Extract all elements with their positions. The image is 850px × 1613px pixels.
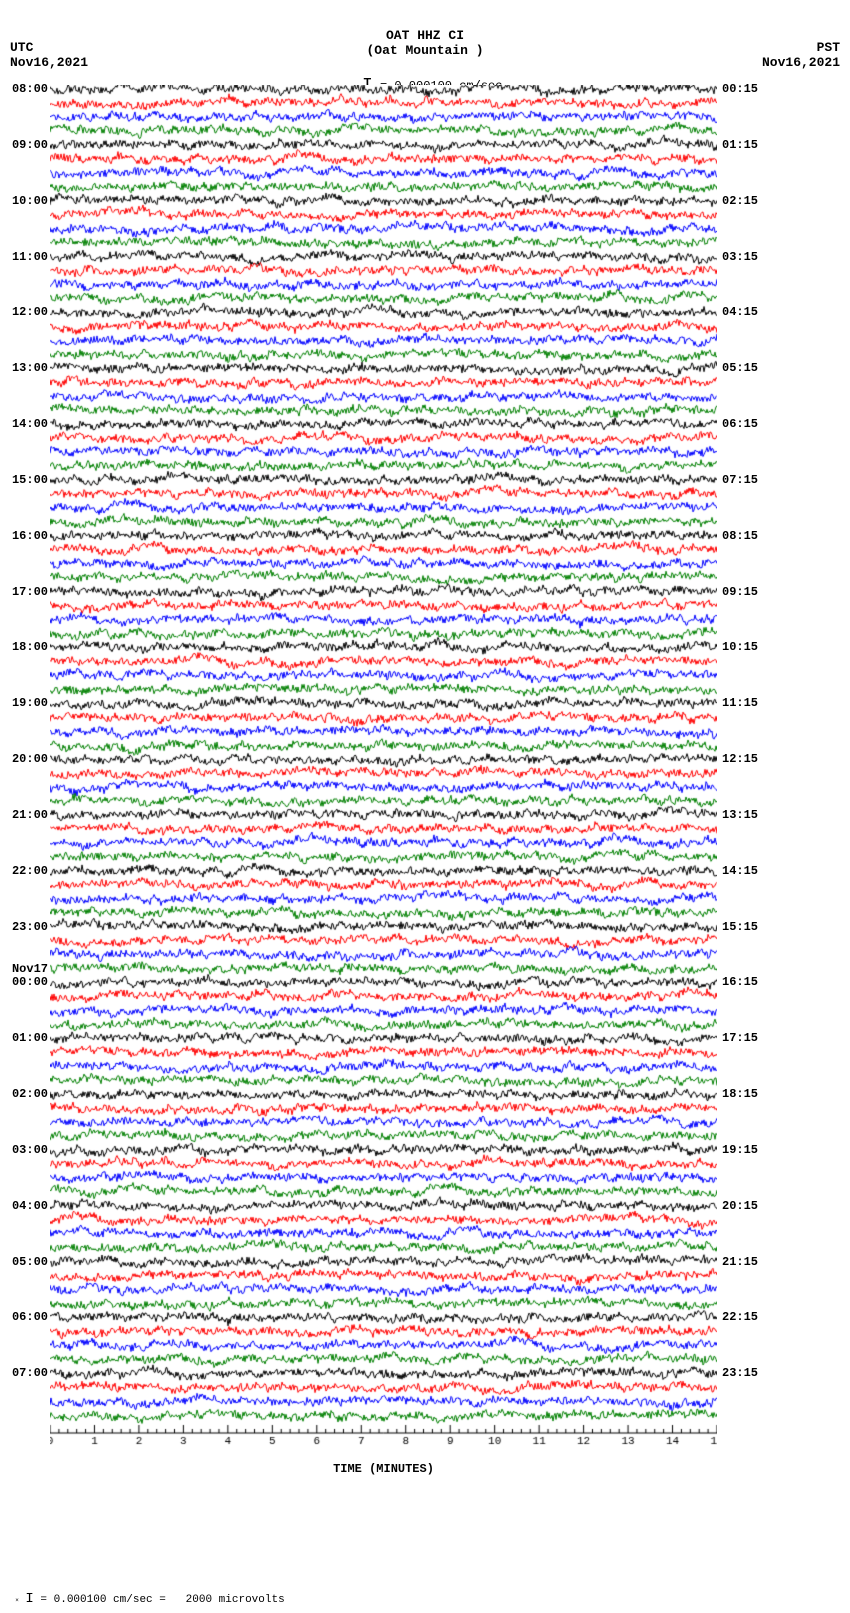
utc-hour-label: 23:00	[2, 920, 48, 934]
utc-hour-label: 11:00	[2, 250, 48, 264]
utc-hour-label: 20:00	[2, 752, 48, 766]
utc-hour-label: 01:00	[2, 1031, 48, 1045]
utc-hour-label: 15:00	[2, 473, 48, 487]
utc-hour-label: 13:00	[2, 361, 48, 375]
utc-hour-label: 16:00	[2, 529, 48, 543]
footer-text: = 0.000100 cm/sec = 2000 microvolts	[34, 1594, 285, 1606]
pst-hour-label: 20:15	[722, 1199, 758, 1213]
pst-hour-label: 08:15	[722, 529, 758, 543]
right-tz-label: PST	[817, 40, 840, 55]
pst-hour-label: 17:15	[722, 1031, 758, 1045]
pst-hour-label: 06:15	[722, 417, 758, 431]
pst-hour-label: 19:15	[722, 1143, 758, 1157]
utc-hour-label: 06:00	[2, 1310, 48, 1324]
pst-hour-label: 11:15	[722, 696, 758, 710]
footer-bar-icon: I	[25, 1591, 33, 1607]
utc-hour-label: 04:00	[2, 1199, 48, 1213]
utc-hour-label: 02:00	[2, 1087, 48, 1101]
pst-hour-label: 15:15	[722, 920, 758, 934]
pst-hour-label: 00:15	[722, 82, 758, 96]
pst-hour-label: 09:15	[722, 585, 758, 599]
utc-hour-label: 03:00	[2, 1143, 48, 1157]
x-axis-label: TIME (MINUTES)	[50, 1462, 717, 1476]
pst-hour-label: 21:15	[722, 1255, 758, 1269]
pst-hour-label: 18:15	[722, 1087, 758, 1101]
utc-hour-label: 21:00	[2, 808, 48, 822]
utc-hour-label: 14:00	[2, 417, 48, 431]
pst-hour-label: 03:15	[722, 250, 758, 264]
seismogram-plot	[50, 85, 717, 1445]
utc-hour-label: 09:00	[2, 138, 48, 152]
pst-hour-label: 04:15	[722, 305, 758, 319]
pst-hour-label: 12:15	[722, 752, 758, 766]
pst-hour-label: 01:15	[722, 138, 758, 152]
footer-dot-icon: ×	[15, 1597, 19, 1604]
pst-hour-label: 13:15	[722, 808, 758, 822]
utc-hour-label: 19:00	[2, 696, 48, 710]
utc-hour-label: 22:00	[2, 864, 48, 878]
title-line1: OAT HHZ CI	[0, 28, 850, 43]
title-line2: (Oat Mountain )	[0, 43, 850, 58]
pst-hour-label: 14:15	[722, 864, 758, 878]
utc-hour-label: 12:00	[2, 305, 48, 319]
right-date-label: Nov16,2021	[762, 55, 840, 70]
pst-hour-label: 05:15	[722, 361, 758, 375]
utc-hour-label: 05:00	[2, 1255, 48, 1269]
pst-hour-label: 23:15	[722, 1366, 758, 1380]
utc-hour-label: 10:00	[2, 194, 48, 208]
pst-hour-label: 02:15	[722, 194, 758, 208]
pst-hour-label: 22:15	[722, 1310, 758, 1324]
utc-hour-label: 07:00	[2, 1366, 48, 1380]
pst-hour-label: 16:15	[722, 975, 758, 989]
pst-hour-label: 07:15	[722, 473, 758, 487]
day-break-label: Nov17	[2, 962, 48, 976]
utc-hour-label: 08:00	[2, 82, 48, 96]
utc-hour-label: 00:00	[2, 975, 48, 989]
utc-hour-label: 17:00	[2, 585, 48, 599]
footer-scale: × I = 0.000100 cm/sec = 2000 microvolts	[2, 1579, 285, 1607]
pst-hour-label: 10:15	[722, 640, 758, 654]
utc-hour-label: 18:00	[2, 640, 48, 654]
